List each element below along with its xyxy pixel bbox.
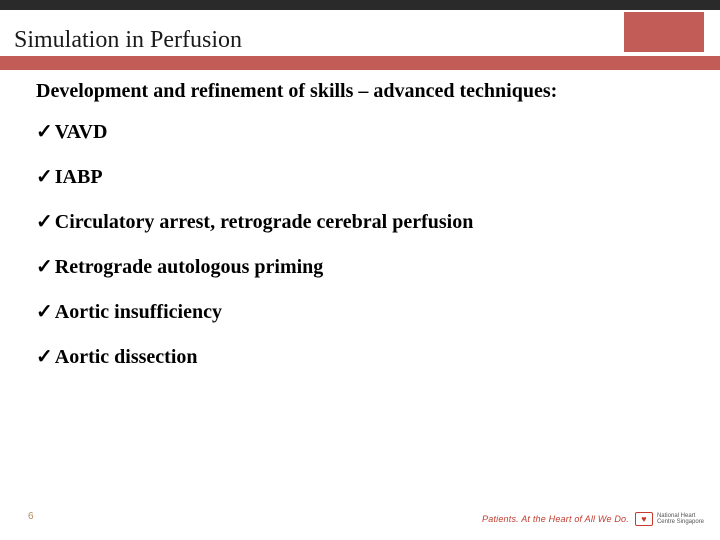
list-item: ✓ Aortic dissection [36,346,684,369]
check-icon: ✓ [36,166,53,189]
check-icon: ✓ [36,121,53,144]
top-bar [0,0,720,10]
logo-text: National Heart Centre Singapore [657,513,704,525]
footer: Patients. At the Heart of All We Do. ♥ N… [482,512,704,526]
body-content: Development and refinement of skills – a… [36,80,684,391]
check-icon: ✓ [36,256,53,279]
item-text: Aortic insufficiency [55,301,222,324]
header-band [0,56,720,70]
corner-accent [624,12,704,52]
heart-icon: ♥ [641,515,646,524]
check-icon: ✓ [36,211,53,234]
subtitle: Development and refinement of skills – a… [36,80,684,103]
slide-title: Simulation in Perfusion [0,27,242,54]
logo: ♥ National Heart Centre Singapore [635,512,704,526]
list-item: ✓ Aortic insufficiency [36,301,684,324]
item-text: IABP [55,166,103,189]
check-icon: ✓ [36,301,53,324]
footer-tagline: Patients. At the Heart of All We Do. [482,514,629,524]
list-item: ✓ Retrograde autologous priming [36,256,684,279]
list-item: ✓ IABP [36,166,684,189]
logo-line-2: Centre Singapore [657,519,704,525]
item-text: VAVD [55,121,108,144]
logo-mark: ♥ [635,512,653,526]
item-text: Aortic dissection [55,346,198,369]
list-item: ✓ Circulatory arrest, retrograde cerebra… [36,211,684,234]
item-text: Circulatory arrest, retrograde cerebral … [55,211,474,234]
item-text: Retrograde autologous priming [55,256,324,279]
list-item: ✓ VAVD [36,121,684,144]
title-row: Simulation in Perfusion [0,24,720,56]
check-icon: ✓ [36,346,53,369]
page-number: 6 [28,511,34,522]
slide: Simulation in Perfusion Development and … [0,0,720,540]
